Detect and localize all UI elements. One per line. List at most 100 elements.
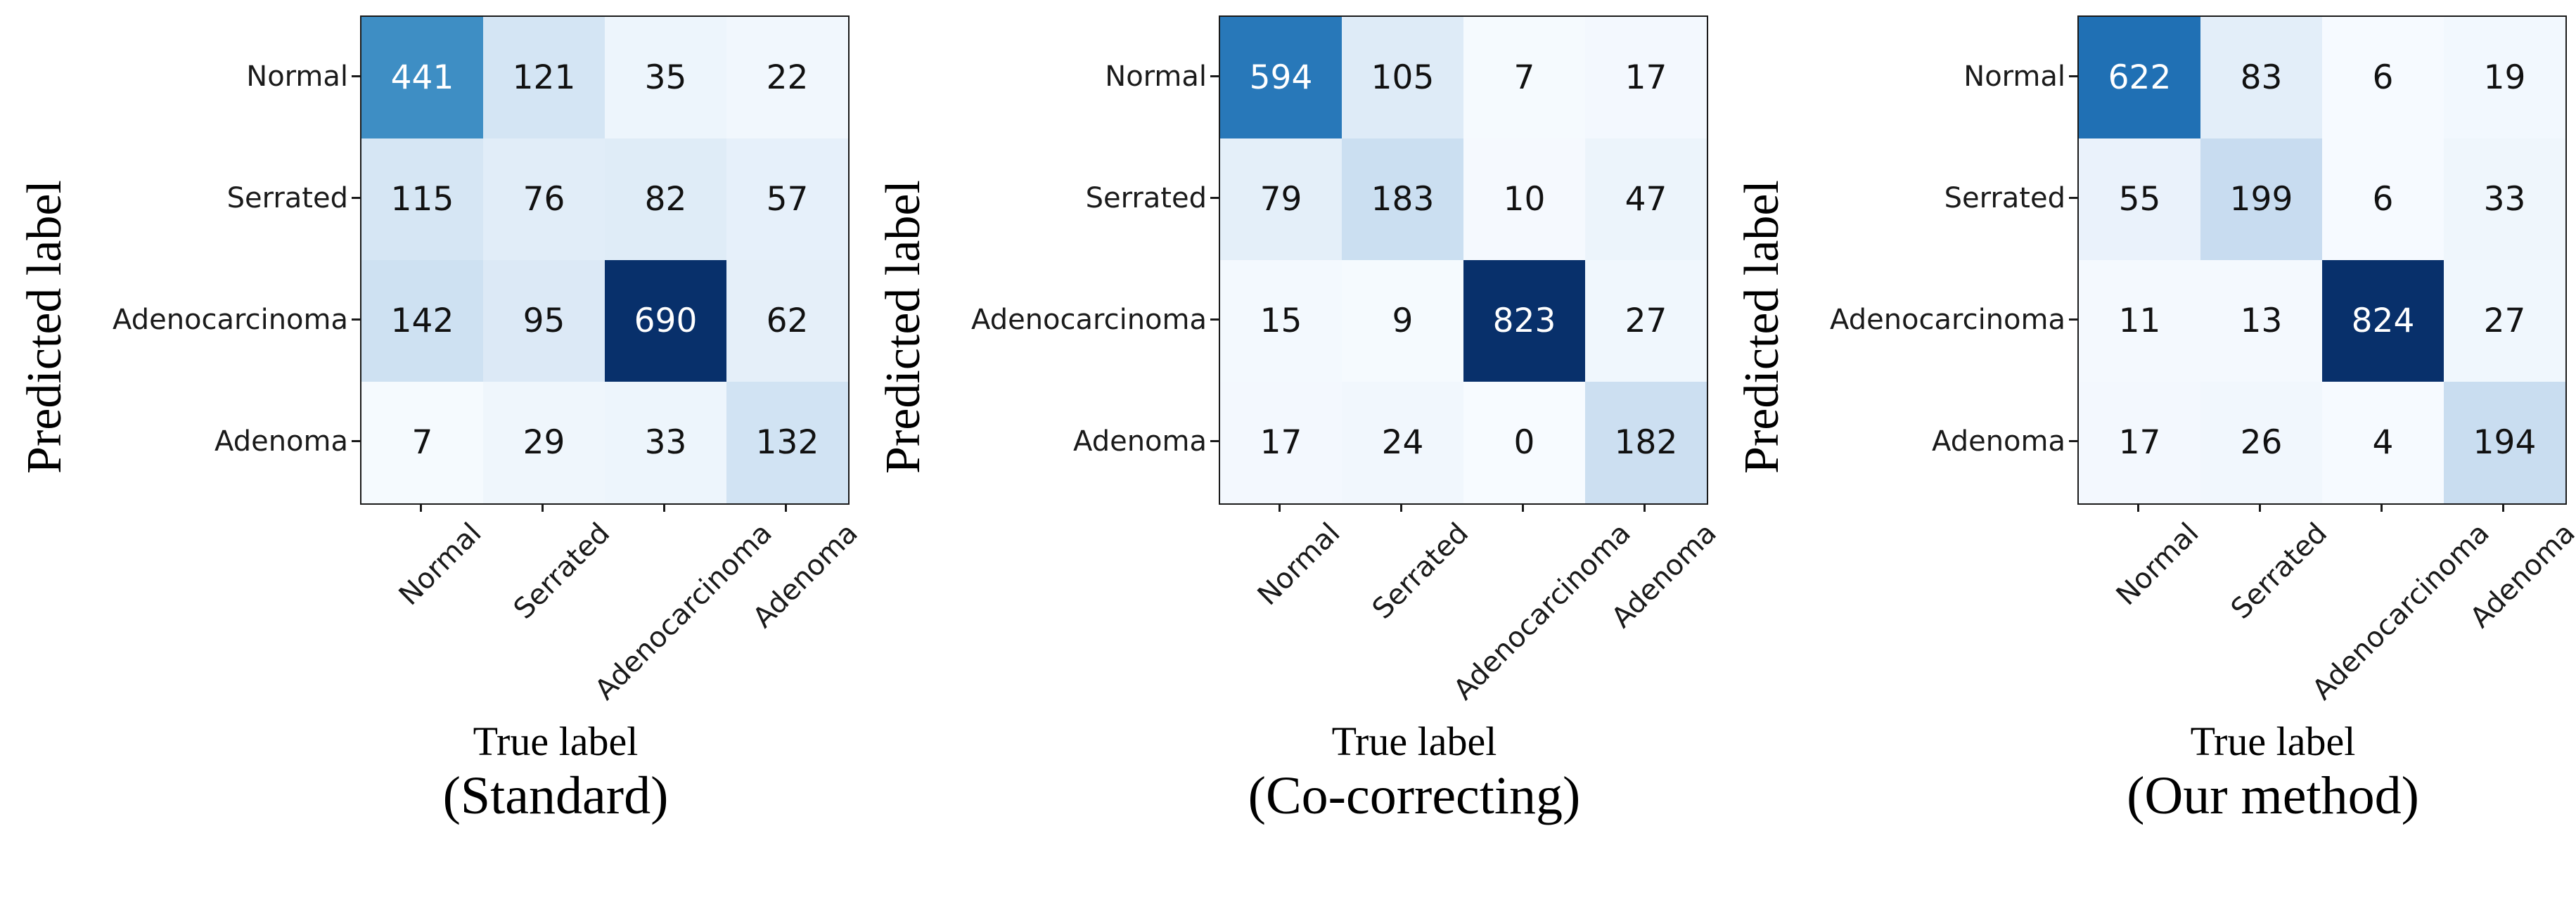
matrix-cell: 47 — [1585, 138, 1707, 260]
y-tick-label: Serrated — [1085, 181, 1207, 214]
confusion-matrix-panel: Predicted label 594 105 7 17 79 183 10 47 15 9 823… — [859, 0, 1723, 916]
matrix-cell: 7 — [361, 382, 483, 503]
x-axis-label: True label — [473, 718, 639, 764]
y-tick-label: Adenoma — [1073, 425, 1207, 458]
matrix-cell: 27 — [2444, 260, 2565, 382]
x-tick-mark — [1522, 503, 1524, 512]
x-tick-label: Normal — [1251, 517, 1347, 612]
x-tick-label: Normal — [2110, 517, 2205, 612]
x-tick-label: Serrated — [507, 517, 617, 626]
matrix-cell: 82 — [605, 138, 726, 260]
matrix-cell: 22 — [726, 17, 848, 138]
y-tick-label: Normal — [246, 60, 348, 93]
y-tick-label: Adenoma — [214, 425, 348, 458]
y-tick-mark — [352, 75, 360, 77]
x-tick-label: Serrated — [2224, 517, 2334, 626]
matrix-cell: 62 — [726, 260, 848, 382]
matrix-cell: 26 — [2200, 382, 2322, 503]
y-tick-label: Adenocarcinoma — [1830, 303, 2065, 336]
matrix-cell: 199 — [2200, 138, 2322, 260]
matrix-cell: 182 — [1585, 382, 1707, 503]
matrix-cell: 33 — [2444, 138, 2565, 260]
matrix-cell: 13 — [2200, 260, 2322, 382]
y-tick-mark — [2069, 440, 2077, 442]
y-tick-label: Adenocarcinoma — [971, 303, 1207, 336]
panel-title: (Our method) — [2127, 766, 2419, 825]
matrix-cell: 24 — [1342, 382, 1463, 503]
y-tick-mark — [1210, 75, 1219, 77]
y-tick-mark — [2069, 75, 2077, 77]
matrix-cell: 17 — [2079, 382, 2200, 503]
matrix-cell: 690 — [605, 260, 726, 382]
y-tick-mark — [352, 197, 360, 199]
matrix-cell: 17 — [1220, 382, 1342, 503]
matrix-cell: 121 — [483, 17, 605, 138]
x-tick-mark — [2502, 503, 2504, 512]
y-tick-mark — [352, 318, 360, 321]
matrix-cell: 10 — [1463, 138, 1585, 260]
matrix-cell: 29 — [483, 382, 605, 503]
y-tick-mark — [1210, 318, 1219, 321]
matrix-cell: 183 — [1342, 138, 1463, 260]
matrix-cell: 35 — [605, 17, 726, 138]
x-tick-label: Normal — [392, 517, 488, 612]
matrix-cell: 83 — [2200, 17, 2322, 138]
matrix-cell: 4 — [2322, 382, 2444, 503]
matrix-cell: 17 — [1585, 17, 1707, 138]
x-tick-mark — [420, 503, 422, 512]
matrix-cell: 594 — [1220, 17, 1342, 138]
matrix-cell: 142 — [361, 260, 483, 382]
x-tick-mark — [2380, 503, 2383, 512]
x-tick-mark — [2259, 503, 2261, 512]
matrix-cell: 105 — [1342, 17, 1463, 138]
x-tick-mark — [1643, 503, 1646, 512]
y-tick-label: Adenoma — [1932, 425, 2065, 458]
matrix-cell: 441 — [361, 17, 483, 138]
y-tick-mark — [1210, 197, 1219, 199]
matrix-cell: 9 — [1342, 260, 1463, 382]
matrix-cell: 19 — [2444, 17, 2565, 138]
matrix-cell: 194 — [2444, 382, 2565, 503]
y-tick-label: Serrated — [226, 181, 348, 214]
matrix-cell: 6 — [2322, 17, 2444, 138]
matrix-cell: 79 — [1220, 138, 1342, 260]
x-tick-mark — [2137, 503, 2139, 512]
y-tick-label: Normal — [1105, 60, 1207, 93]
y-tick-mark — [2069, 197, 2077, 199]
y-tick-mark — [352, 440, 360, 442]
matrix-cell: 55 — [2079, 138, 2200, 260]
panel-title: (Standard) — [442, 766, 669, 825]
panel-title: (Co-correcting) — [1248, 766, 1581, 825]
matrix-cell: 824 — [2322, 260, 2444, 382]
y-tick-label: Normal — [1963, 60, 2065, 93]
confusion-matrix-panel: Predicted label 441 121 35 22 115 76 82 57 142 95… — [0, 0, 864, 916]
matrix-cell: 76 — [483, 138, 605, 260]
matrix-cell: 57 — [726, 138, 848, 260]
matrix-cell: 11 — [2079, 260, 2200, 382]
matrix-cell: 6 — [2322, 138, 2444, 260]
y-tick-label: Serrated — [1944, 181, 2065, 214]
matrix-cell: 115 — [361, 138, 483, 260]
heatmap-grid: 622 83 6 19 55 199 6 33 11 13 824 27 17 26 4 194 — [2077, 15, 2567, 505]
matrix-cell: 95 — [483, 260, 605, 382]
x-tick-mark — [542, 503, 544, 512]
matrix-cell: 27 — [1585, 260, 1707, 382]
confusion-matrix-panel: Predicted label 622 83 6 19 55 199 6 33 11 13 824 2… — [1717, 0, 2576, 916]
matrix-cell: 0 — [1463, 382, 1585, 503]
x-tick-mark — [1279, 503, 1281, 512]
x-tick-mark — [1400, 503, 1402, 512]
matrix-cell: 7 — [1463, 17, 1585, 138]
heatmap-grid: 594 105 7 17 79 183 10 47 15 9 823 27 17 24 0 182 — [1219, 15, 1708, 505]
x-axis-label: True label — [2190, 718, 2356, 764]
matrix-cell: 622 — [2079, 17, 2200, 138]
x-tick-mark — [663, 503, 665, 512]
y-tick-label: Adenocarcinoma — [113, 303, 348, 336]
y-tick-mark — [2069, 318, 2077, 321]
x-tick-mark — [785, 503, 787, 512]
x-tick-label: Serrated — [1366, 517, 1475, 626]
matrix-cell: 33 — [605, 382, 726, 503]
matrix-cell: 823 — [1463, 260, 1585, 382]
heatmap-grid: 441 121 35 22 115 76 82 57 142 95 690 62 7 29 33 132 — [360, 15, 850, 505]
matrix-cell: 132 — [726, 382, 848, 503]
